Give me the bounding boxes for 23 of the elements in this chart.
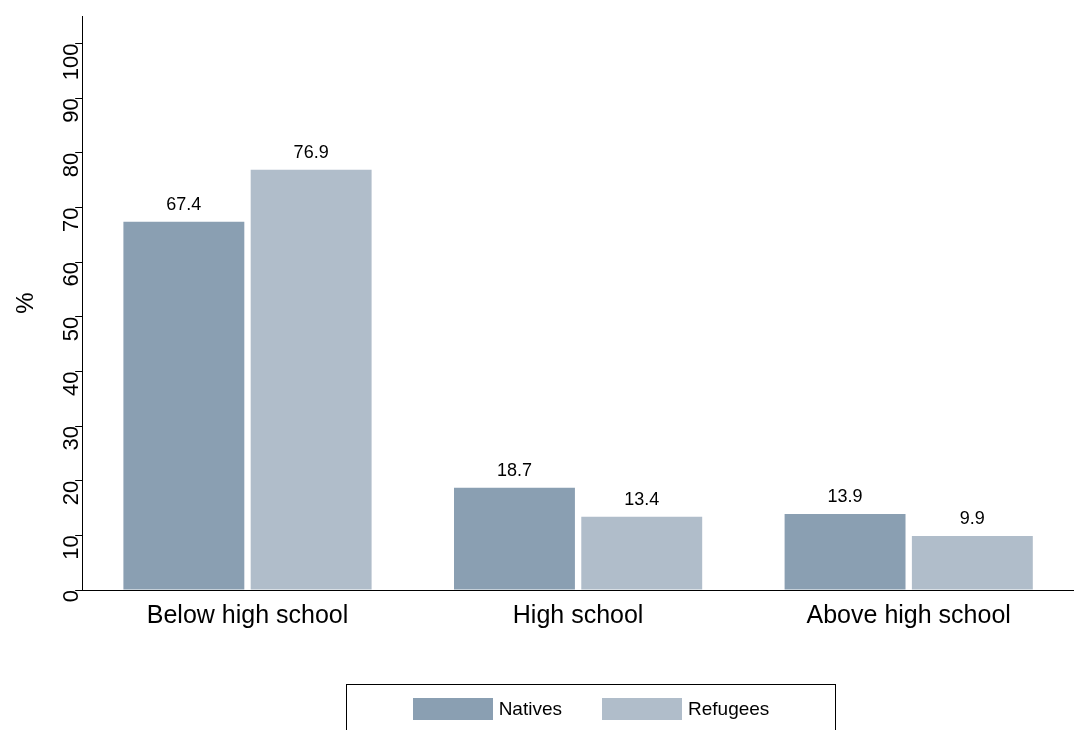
data-label: 18.7 [496, 459, 532, 480]
x-tick-label: High school [512, 599, 644, 628]
y-axis-title: % [11, 292, 39, 314]
data-label: 76.9 [293, 141, 329, 162]
y-tick-label: 80 [58, 152, 84, 178]
y-tick-label: 20 [58, 480, 84, 506]
data-label: 67.4 [166, 193, 202, 214]
y-tick-label: 100 [58, 43, 84, 81]
y-tick-label: 30 [58, 426, 84, 451]
data-label: 13.9 [827, 486, 863, 507]
y-tick-label: 0 [58, 590, 84, 603]
y-tick-label: 50 [58, 316, 84, 342]
y-tick-label: 10 [58, 535, 84, 560]
x-tick-label: Below high school [146, 599, 349, 628]
data-label: 9.9 [959, 507, 985, 528]
x-tick-label: Above high school [806, 599, 1011, 628]
y-tick-label: 70 [58, 207, 84, 232]
y-tick-label: 90 [58, 98, 84, 123]
y-tick-label: 40 [58, 371, 84, 396]
legend-label: Natives [498, 697, 562, 721]
legend-label: Refugees [688, 697, 770, 721]
y-tick-label: 60 [58, 262, 84, 287]
data-label: 13.4 [624, 488, 660, 509]
